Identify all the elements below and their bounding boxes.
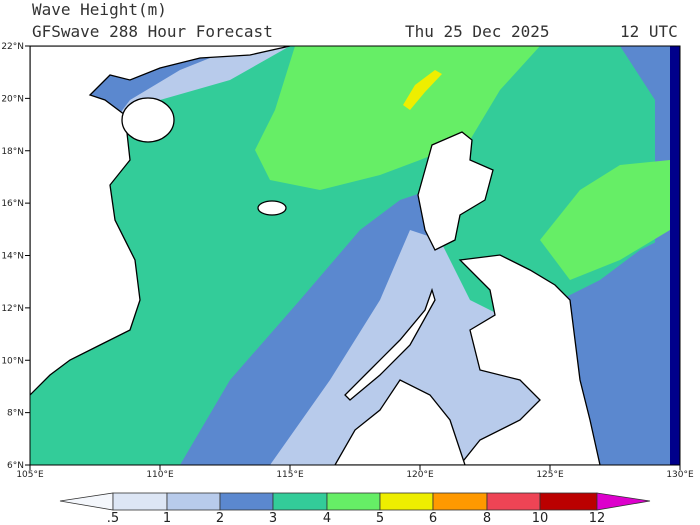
lat-label: 16°N (1, 199, 24, 209)
lat-label: 12°N (1, 304, 24, 314)
colorbar-label: 10 (532, 511, 549, 525)
lon-label: 105°E (16, 470, 44, 480)
sea-4-5m (540, 160, 670, 280)
colorbar (59, 492, 651, 511)
lon-label: 115°E (276, 470, 304, 480)
sea-2-3m (560, 230, 680, 465)
land-island (121, 97, 175, 143)
colorbar-box (379, 492, 434, 511)
colorbar-box (166, 492, 221, 511)
colorbar-label: 8 (483, 511, 491, 525)
time: 12 UTC (620, 22, 678, 41)
land-mainland (30, 46, 291, 396)
colorbar-label: 2 (216, 511, 224, 525)
lon-label: 110°E (146, 470, 174, 480)
colorbar-box (219, 492, 274, 511)
date: Thu 25 Dec 2025 (405, 22, 550, 41)
colorbar-label: 12 (589, 511, 606, 525)
land-borneo (334, 379, 466, 465)
colorbar-box (486, 492, 541, 511)
colorbar-over (596, 492, 651, 511)
lon-label: 120°E (406, 470, 434, 480)
lat-label: 20°N (1, 94, 24, 104)
colorbar-under (59, 492, 114, 511)
land-islands (458, 254, 601, 465)
colorbar-box (432, 492, 488, 511)
colorbar-box (539, 492, 598, 511)
lon-label: 130°E (666, 470, 694, 480)
land-palawan (344, 287, 436, 401)
lat-label: 22°N (1, 42, 24, 52)
sea-2-3m (620, 46, 680, 465)
colorbar-label: 6 (429, 511, 437, 525)
colorbar-label: .5 (107, 511, 119, 525)
colorbar-box (326, 492, 381, 511)
colorbar-label: 1 (163, 511, 171, 525)
lat-label: 14°N (1, 252, 24, 262)
sea-5-6m (403, 70, 442, 110)
lon-label: 125°E (536, 470, 564, 480)
sea-1-2m (270, 230, 590, 465)
land-island (257, 200, 287, 216)
edge-strip (670, 46, 680, 465)
colorbar-box (272, 492, 328, 511)
colorbar-label: 4 (323, 511, 331, 525)
colorbar-box (112, 492, 168, 511)
lat-label: 18°N (1, 147, 24, 157)
lat-label: 8°N (7, 409, 24, 419)
sea-4-5m (255, 46, 540, 190)
map-field (29, 45, 681, 466)
subtitle: GFSwave 288 Hour Forecast (32, 22, 273, 41)
colorbar-label: 5 (376, 511, 384, 525)
title: Wave Height(m) (32, 0, 167, 19)
land-luzon (417, 131, 494, 251)
lat-label: 6°N (7, 461, 24, 471)
lat-label: 10°N (1, 356, 24, 366)
colorbar-label: 3 (269, 511, 277, 525)
